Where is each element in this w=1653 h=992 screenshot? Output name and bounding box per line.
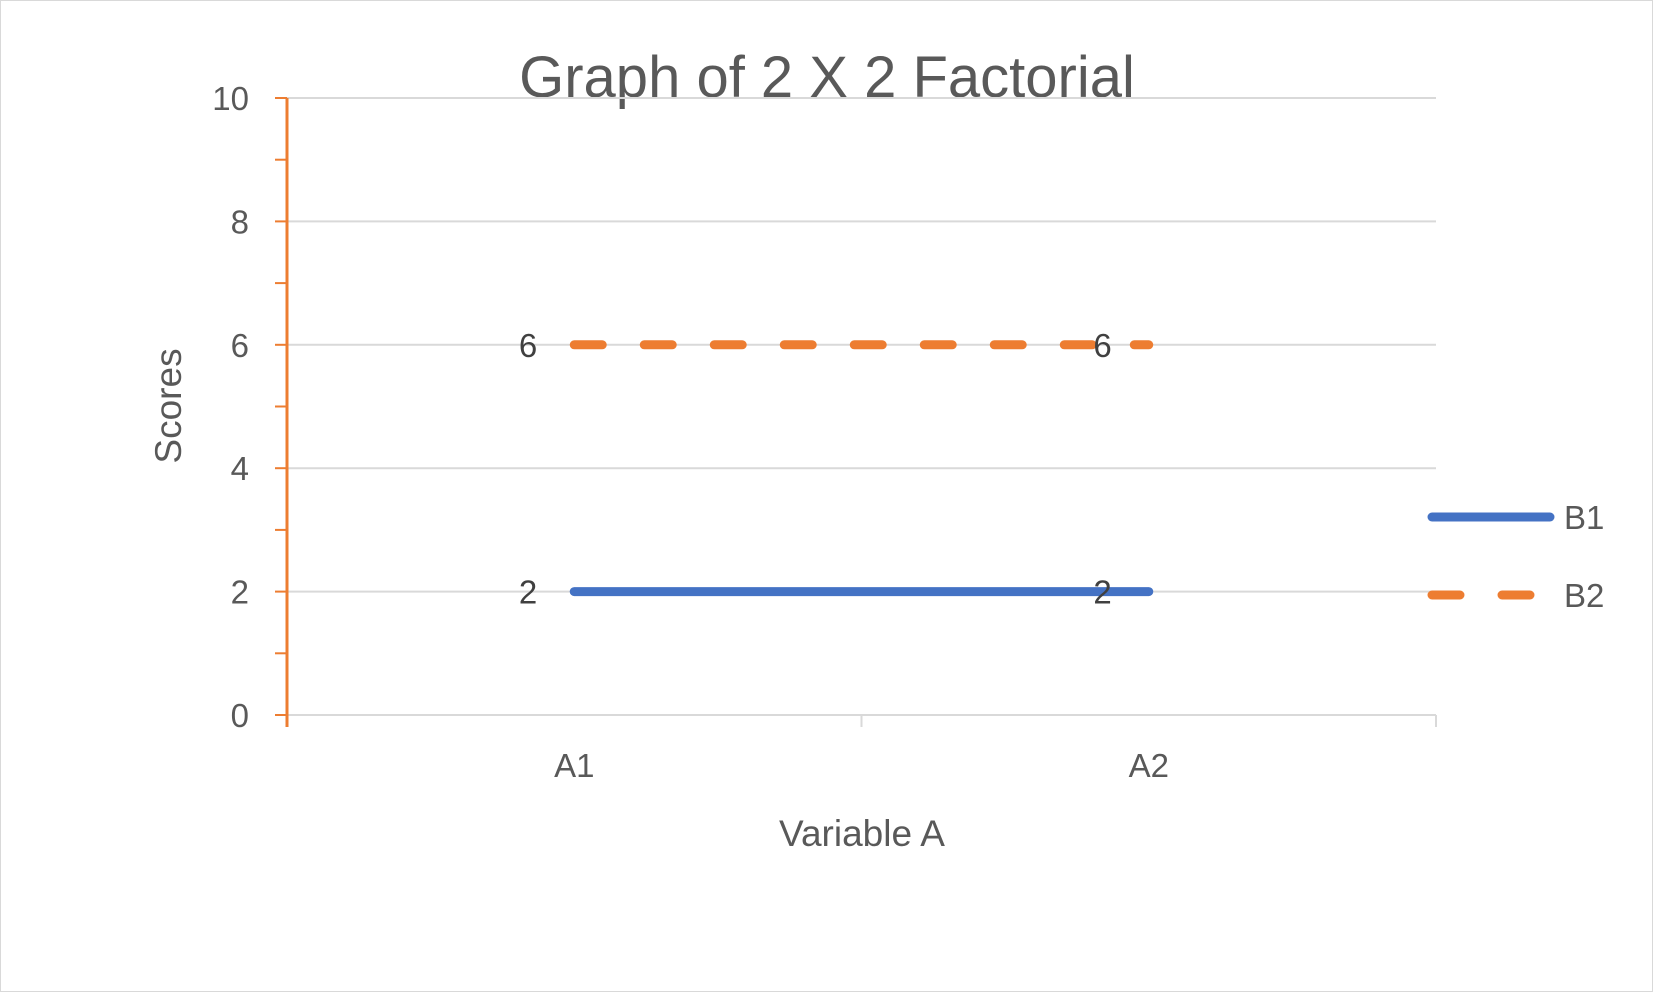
x-tick-label: A2 (1129, 747, 1169, 784)
y-tick-label: 8 (231, 203, 249, 240)
legend-label-b2: B2 (1564, 577, 1604, 614)
chart-title: Graph of 2 X 2 Factorial (519, 45, 1135, 110)
y-axis-title: Scores (148, 348, 189, 463)
axes: 0 2 4 6 8 10 A1 A2 (212, 80, 1437, 784)
legend-label-b1: B1 (1564, 499, 1604, 536)
data-label: 2 (1093, 574, 1111, 611)
y-tick-label: 6 (231, 327, 249, 364)
y-tick-label: 4 (231, 450, 249, 487)
y-tick-label: 10 (212, 80, 249, 117)
y-tick-label: 2 (231, 574, 249, 611)
data-labels: 2 2 6 6 (519, 327, 1112, 611)
data-label: 6 (1093, 327, 1111, 364)
series-lines (569, 340, 1154, 597)
data-label: 6 (519, 327, 537, 364)
x-axis-title: Variable A (779, 813, 945, 854)
data-label: 2 (519, 574, 537, 611)
y-tick-label: 0 (231, 697, 249, 734)
x-tick-label: A1 (554, 747, 594, 784)
legend: B1 B2 (1427, 499, 1604, 614)
